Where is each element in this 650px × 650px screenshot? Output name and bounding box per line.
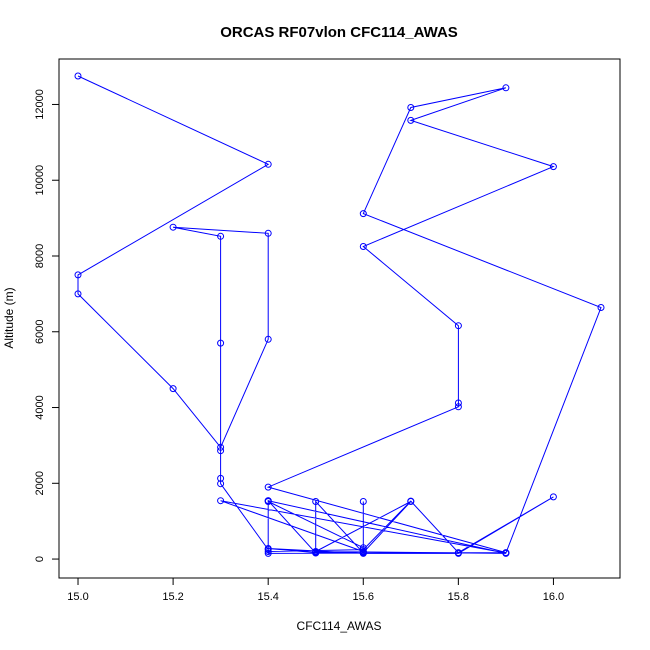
data-point (264, 545, 272, 552)
data-point (264, 548, 272, 555)
data-point (549, 163, 557, 171)
data-point (217, 443, 225, 451)
plot-area-border (58, 58, 621, 579)
data-point (217, 480, 225, 488)
y-tick-label: 4000 (34, 395, 46, 419)
series-line (77, 75, 602, 555)
x-axis-label: CFC114_AWAS (297, 619, 382, 633)
y-tick-label: 6000 (34, 320, 46, 344)
data-point (359, 210, 367, 218)
data-point (264, 549, 272, 557)
data-point (74, 290, 82, 298)
y-tick-label: 12000 (34, 89, 46, 120)
data-point (502, 549, 510, 557)
x-tick-label: 16.0 (543, 591, 564, 603)
data-point (454, 322, 462, 330)
data-point (407, 116, 415, 124)
data-point (359, 546, 367, 554)
data-point (359, 243, 367, 250)
y-tick-label: 0 (34, 556, 46, 562)
y-axis: 0 2000 4000 6000 8000 10000 12000 (34, 89, 60, 562)
data-point (454, 399, 462, 407)
chart-title: ORCAS RF07vlon CFC114_AWAS (220, 24, 458, 41)
x-tick-label: 15.0 (67, 591, 88, 603)
data-point (217, 474, 225, 482)
data-point (312, 549, 320, 557)
x-tick-label: 15.2 (162, 591, 183, 603)
data-point (312, 498, 320, 505)
series-layer (74, 72, 605, 557)
data-point (74, 72, 82, 80)
y-axis-label: Altitude (m) (2, 287, 16, 348)
data-point (359, 498, 367, 505)
x-tick-label: 15.4 (257, 591, 278, 603)
data-point (217, 447, 225, 455)
data-point (169, 223, 177, 231)
data-point (407, 497, 415, 505)
x-tick-label: 15.6 (353, 591, 374, 603)
data-point (217, 339, 225, 347)
data-point (502, 84, 510, 92)
y-tick-label: 10000 (34, 165, 46, 196)
data-point (264, 483, 272, 491)
data-point (264, 497, 272, 505)
y-tick-label: 2000 (34, 471, 46, 495)
y-tick-label: 8000 (34, 244, 46, 268)
data-point (217, 497, 225, 505)
data-point (217, 232, 225, 240)
x-axis: 15.0 15.2 15.4 15.6 15.8 16.0 (67, 577, 564, 603)
data-point (264, 335, 272, 343)
data-point (454, 403, 462, 411)
data-point (74, 271, 82, 279)
data-point (407, 104, 415, 111)
data-point (169, 385, 177, 393)
data-point (359, 548, 367, 556)
x-tick-label: 15.8 (448, 591, 469, 603)
data-point (264, 229, 272, 237)
data-point (597, 304, 605, 311)
data-point (454, 549, 462, 557)
data-point (264, 160, 272, 168)
data-point (549, 493, 557, 501)
